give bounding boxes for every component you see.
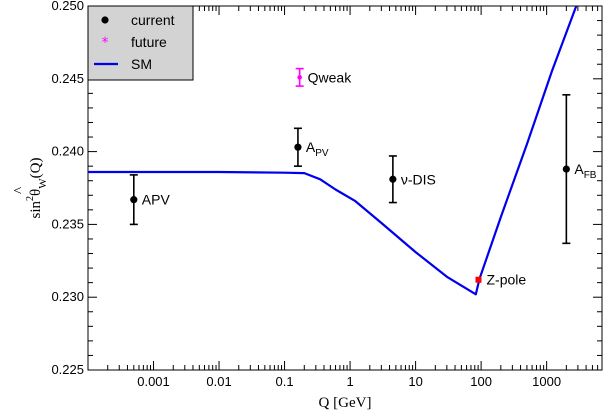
axis-ticks [88,5,603,371]
y-axis-label: sin2θW(Q) ^ [12,158,49,219]
x-tick-label: 0.001 [137,374,170,389]
point-label: Z-pole [486,272,526,288]
axis-tick-labels: 0.001 0.01 0.1 1 10 100 1000 0.225 0.230 0.235 0.2… [51,0,561,389]
svg-text:^: ^ [12,187,28,194]
point-label: APV [306,139,329,159]
sm-curve-group [88,6,578,296]
legend-marker-star: * [102,35,109,51]
legend-label: SM [131,56,152,72]
data-points: APV APV ν-DIS AFB Qweak Z-pole [129,67,597,288]
x-tick-label: 100 [470,374,492,389]
x-axis-label: Q [GeV] [319,395,372,411]
point-label: Qweak [308,69,353,85]
y-tick-label: 0.245 [51,71,84,86]
x-tick-label: 1 [346,374,353,389]
y-tick-label: 0.250 [51,0,84,13]
legend-label: future [131,34,167,50]
x-tick-label: 0.01 [206,374,231,389]
y-tick-label: 0.240 [51,144,84,159]
point-label: ν-DIS [401,171,436,187]
point-label: AFB [574,161,596,181]
data-point [562,165,570,173]
x-tick-label: 1000 [532,374,561,389]
data-point [294,143,302,151]
y-tick-label: 0.225 [51,362,84,377]
legend-marker-dot [101,16,109,24]
data-point [389,175,397,183]
legend-label: current [131,12,175,28]
data-point [475,276,482,283]
data-point [130,196,138,204]
legend: current * future SM [87,5,194,81]
y-tick-label: 0.230 [51,289,84,304]
y-tick-label: 0.235 [51,216,84,231]
x-tick-label: 0.1 [276,374,294,389]
data-point [297,75,302,80]
sm-curve [88,6,578,296]
point-label: APV [142,192,171,208]
x-tick-label: 10 [408,374,422,389]
svg-text:sin2θW(Q): sin2θW(Q) [25,158,49,219]
